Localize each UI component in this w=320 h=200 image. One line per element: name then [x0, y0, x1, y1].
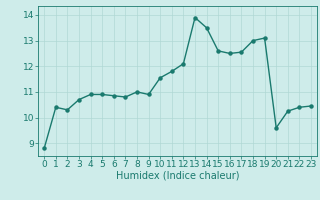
X-axis label: Humidex (Indice chaleur): Humidex (Indice chaleur): [116, 171, 239, 181]
